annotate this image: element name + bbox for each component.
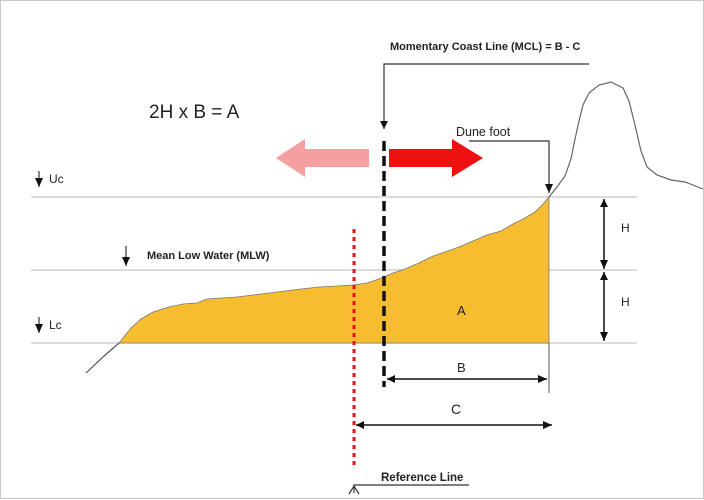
seabed-profile xyxy=(85,342,120,374)
mcl-label: Momentary Coast Line (MCL) = B - C xyxy=(390,41,580,53)
dune-foot-callout xyxy=(469,140,553,193)
lc-label: Lc xyxy=(49,318,62,332)
formula-text: 2H x B = A xyxy=(149,102,240,123)
mlw-label: Mean Low Water (MLW) xyxy=(147,250,270,262)
reference-line-label: Reference Line xyxy=(381,472,463,484)
c-label: C xyxy=(451,401,461,417)
erosion-arrow-left xyxy=(276,139,369,177)
area-a-fill xyxy=(118,195,550,344)
uc-label: Uc xyxy=(49,172,64,186)
dune-foot-label: Dune foot xyxy=(456,125,511,139)
b-label: B xyxy=(457,360,466,375)
reference-callout xyxy=(353,484,469,493)
dune-profile xyxy=(548,81,704,198)
h-upper-label: H xyxy=(621,221,630,235)
accretion-arrow-right xyxy=(389,139,483,177)
h-lower-label: H xyxy=(621,295,630,309)
area-a-label: A xyxy=(457,303,466,318)
mcl-callout-bracket xyxy=(380,63,589,129)
